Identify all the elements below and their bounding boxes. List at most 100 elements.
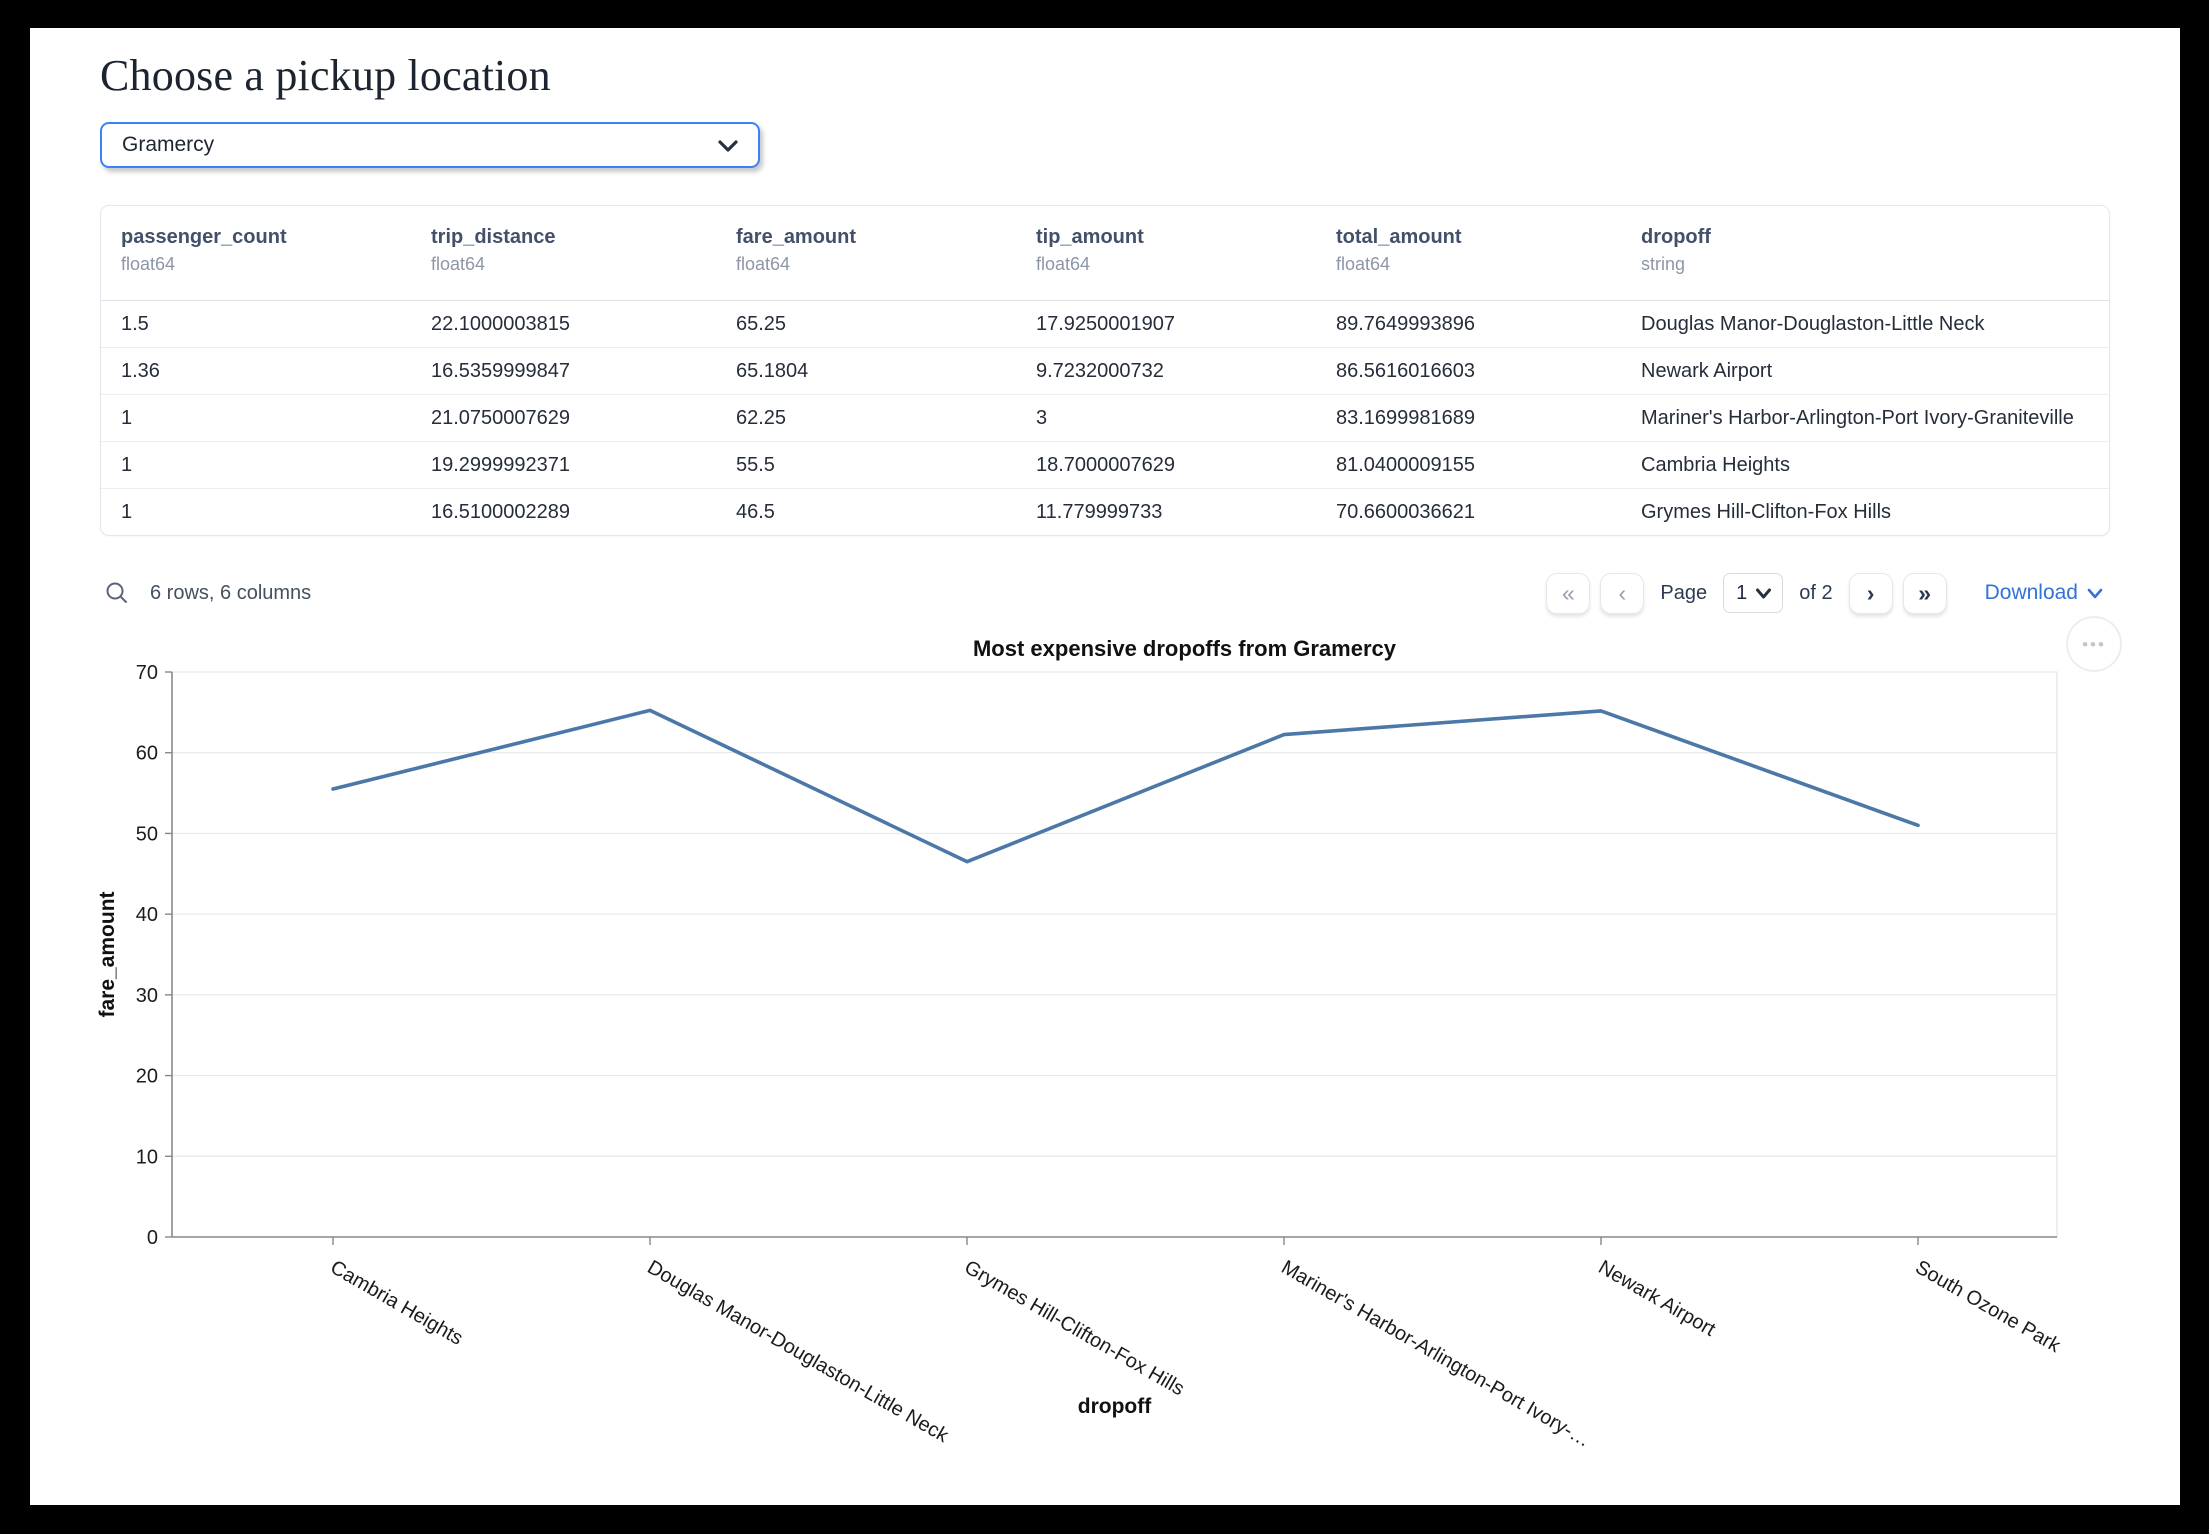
search-button[interactable] — [100, 576, 134, 610]
table-cell: 1.5 — [121, 313, 149, 335]
column-header[interactable]: fare_amount float64 — [716, 224, 1016, 276]
table-cell: 16.5359999847 — [431, 360, 571, 382]
next-page-button[interactable]: › — [1848, 572, 1893, 614]
column-name: passenger_count — [121, 226, 287, 248]
y-axis-tick-label: 40 — [136, 904, 158, 926]
table-body: 1.5 22.1000003815 65.25 17.9250001907 89.764… — [101, 301, 2109, 535]
last-page-icon: » — [1918, 579, 1931, 606]
column-type: float64 — [736, 254, 791, 274]
table-cell: 1 — [121, 454, 133, 476]
table-cell: 55.5 — [736, 454, 775, 476]
x-axis-title: dropoff — [1078, 1395, 1152, 1418]
column-type: float64 — [1036, 254, 1091, 274]
table-cell: Cambria Heights — [1641, 454, 1790, 476]
column-header[interactable]: trip_distance float64 — [411, 224, 716, 276]
row-column-summary: 6 rows, 6 columns — [150, 581, 312, 604]
column-name: fare_amount — [736, 226, 857, 248]
table-cell: 21.0750007629 — [431, 407, 571, 429]
download-label: Download — [1984, 581, 2078, 604]
table-cell: 89.7649993896 — [1336, 313, 1476, 335]
table-cell: 18.7000007629 — [1036, 454, 1176, 476]
y-axis-tick-label: 50 — [136, 823, 158, 845]
page-number-select[interactable]: 1 — [1723, 573, 1784, 613]
column-type: string — [1641, 254, 1686, 274]
table-cell: 65.1804 — [736, 360, 809, 382]
table-cell: 1.36 — [121, 360, 160, 382]
chevron-down-icon — [2087, 588, 2103, 598]
y-axis-tick-label: 10 — [136, 1146, 158, 1168]
chart-menu-button[interactable]: ••• — [2066, 616, 2122, 672]
table-cell: 16.5100002289 — [431, 501, 571, 523]
pickup-select-value: Gramercy — [122, 133, 215, 156]
table-cell: Newark Airport — [1641, 360, 1773, 382]
y-axis-tick-label: 70 — [136, 662, 158, 684]
column-name: trip_distance — [431, 226, 556, 248]
table-cell: 22.1000003815 — [431, 313, 571, 335]
table-footer: 6 rows, 6 columns « ‹ Page 1 of 2 › » Do… — [100, 569, 2110, 617]
table-cell: Mariner's Harbor-Arlington-Port Ivory-Gr… — [1641, 407, 2074, 429]
table-row[interactable]: 1 19.2999992371 55.5 18.7000007629 81.040000… — [101, 441, 2109, 488]
table-row[interactable]: 1 16.5100002289 46.5 11.779999733 70.6600036… — [101, 488, 2109, 535]
column-name: dropoff — [1641, 226, 1711, 248]
y-axis-tick-label: 60 — [136, 743, 158, 765]
last-page-button[interactable]: » — [1902, 572, 1947, 614]
first-page-button[interactable]: « — [1546, 572, 1591, 614]
table-cell: 9.7232000732 — [1036, 360, 1164, 382]
page-of-label: of 2 — [1799, 581, 1833, 604]
column-type: float64 — [121, 254, 176, 274]
table-cell: Douglas Manor-Douglaston-Little Neck — [1641, 313, 1985, 335]
table-row[interactable]: 1 21.0750007629 62.25 3 83.1699981689 Mariner… — [101, 394, 2109, 441]
search-icon — [106, 582, 127, 603]
table-cell: Grymes Hill-Clifton-Fox Hills — [1641, 501, 1892, 523]
chart-title: Most expensive dropoffs from Gramercy — [972, 636, 1396, 661]
page-number-value: 1 — [1736, 581, 1748, 604]
x-axis-label: Mariner's Harbor-Arlington-Port Ivory-… — [1278, 1256, 1595, 1451]
column-header[interactable]: total_amount float64 — [1316, 224, 1621, 276]
plot-border — [171, 671, 2058, 1238]
table-cell: 62.25 — [736, 407, 787, 429]
table-cell: 70.6600036621 — [1336, 501, 1476, 523]
y-axis-tick-label: 0 — [147, 1227, 158, 1249]
next-page-icon: › — [1866, 579, 1875, 606]
chevron-down-icon — [718, 140, 738, 152]
table-row[interactable]: 1.36 16.5359999847 65.1804 9.7232000732 86.5… — [101, 347, 2109, 394]
previous-page-button[interactable]: ‹ — [1600, 572, 1645, 614]
table-cell: 19.2999992371 — [431, 454, 571, 476]
page-label: Page — [1660, 581, 1708, 604]
table-cell: 1 — [121, 407, 133, 429]
chevron-down-icon — [1756, 588, 1772, 598]
column-header[interactable]: dropoff string — [1621, 224, 2109, 276]
first-page-icon: « — [1561, 579, 1575, 606]
app-page: Choose a pickup location Gramercy passen… — [30, 28, 2180, 1505]
x-axis-label: Douglas Manor-Douglaston-Little Neck — [644, 1256, 953, 1447]
page-title: Choose a pickup location — [100, 51, 551, 100]
x-axis-label: Newark Airport — [1595, 1256, 1720, 1341]
line-chart: 0 10 20 30 40 50 60 70 Cambria Heights Douglas Ma… — [96, 662, 2065, 1452]
download-button[interactable]: Download — [1979, 580, 2110, 606]
x-axis-label: Cambria Heights — [327, 1256, 467, 1350]
table-cell: 1 — [121, 501, 133, 523]
column-name: tip_amount — [1036, 226, 1144, 248]
table-row[interactable]: 1.5 22.1000003815 65.25 17.9250001907 89.764… — [101, 301, 2109, 347]
y-axis-tick-label: 30 — [136, 985, 158, 1007]
column-name: total_amount — [1336, 226, 1462, 248]
x-axis-label: Grymes Hill-Clifton-Fox Hills — [961, 1256, 1189, 1400]
table-cell: 81.0400009155 — [1336, 454, 1476, 476]
table-cell: 46.5 — [736, 501, 775, 523]
x-axis-label: South Ozone Park — [1912, 1256, 2065, 1357]
column-type: float64 — [431, 254, 486, 274]
previous-page-icon: ‹ — [1618, 579, 1627, 606]
column-type: float64 — [1336, 254, 1391, 274]
data-line — [331, 708, 1920, 864]
table-cell: 11.779999733 — [1036, 501, 1163, 523]
table-cell: 86.5616016603 — [1336, 360, 1476, 382]
table-cell: 65.25 — [736, 313, 787, 335]
column-header[interactable]: passenger_count float64 — [101, 224, 411, 276]
column-header[interactable]: tip_amount float64 — [1016, 224, 1316, 276]
pickup-location-select[interactable]: Gramercy — [100, 122, 760, 168]
table-cell: 83.1699981689 — [1336, 407, 1476, 429]
table-cell: 3 — [1036, 407, 1048, 429]
